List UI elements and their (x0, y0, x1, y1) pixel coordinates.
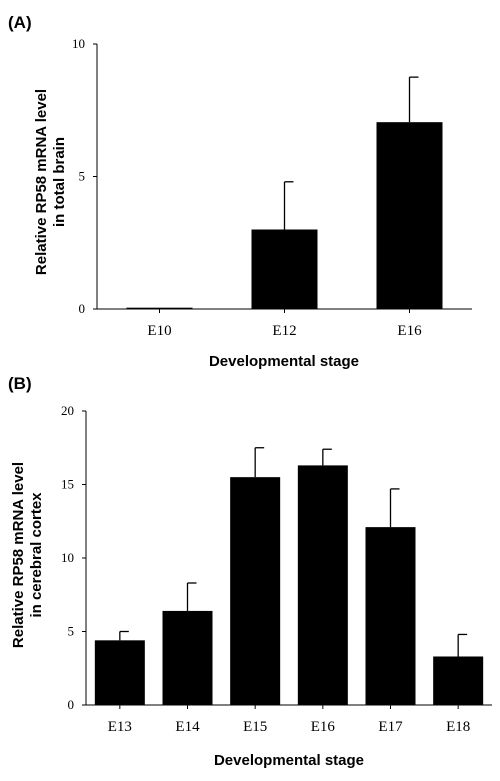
x-tick-label: E14 (175, 719, 200, 735)
y-tick-label: 5 (68, 624, 75, 639)
y-tick-label: 0 (68, 697, 75, 712)
x-tick-label: E13 (108, 719, 132, 735)
bar (162, 610, 213, 705)
panel-b-xlabel: Developmental stage (214, 752, 364, 769)
panel-b-plot: 0 5 10 15 20 E13 E14 E15 E16 E17 E18 (61, 403, 492, 735)
y-tick-label: 20 (61, 403, 74, 418)
x-tick-label: E12 (272, 323, 296, 339)
bar (126, 307, 193, 309)
y-tick-label: 10 (61, 550, 74, 565)
bar (433, 656, 484, 705)
x-tick-label: E17 (378, 719, 403, 735)
panel-a-label: (A) (8, 13, 32, 32)
panel-a: (A) Relative RP58 mRNA level in total br… (8, 13, 472, 370)
panel-a-xlabel: Developmental stage (209, 353, 359, 370)
x-tick-label: E18 (446, 719, 470, 735)
y-tick-label: 0 (79, 301, 86, 316)
x-tick-label: E15 (243, 719, 267, 735)
x-tick-label: E16 (311, 719, 336, 735)
panel-a-plot: 0 5 10 E10 E12 E16 (72, 36, 472, 339)
bar (94, 640, 145, 705)
panel-b-ylabel-line2: in cerebral cortex (28, 492, 45, 618)
bar (297, 465, 348, 705)
panel-b: (B) Relative RP58 mRNA level in cerebral… (8, 374, 492, 769)
bar (365, 527, 416, 705)
bar (376, 122, 443, 309)
x-tick-label: E16 (397, 323, 422, 339)
x-tick-label: E10 (147, 323, 171, 339)
panel-b-ylabel-line1: Relative RP58 mRNA level (10, 462, 27, 648)
panel-a-ylabel-line1: Relative RP58 mRNA level (33, 89, 50, 275)
bar (230, 477, 281, 705)
panel-a-ylabel-line2: in total brain (51, 137, 68, 227)
panel-b-label: (B) (8, 374, 32, 393)
y-tick-label: 10 (72, 36, 85, 51)
y-tick-label: 5 (79, 169, 86, 184)
bar (251, 229, 318, 309)
y-tick-label: 15 (61, 477, 74, 492)
